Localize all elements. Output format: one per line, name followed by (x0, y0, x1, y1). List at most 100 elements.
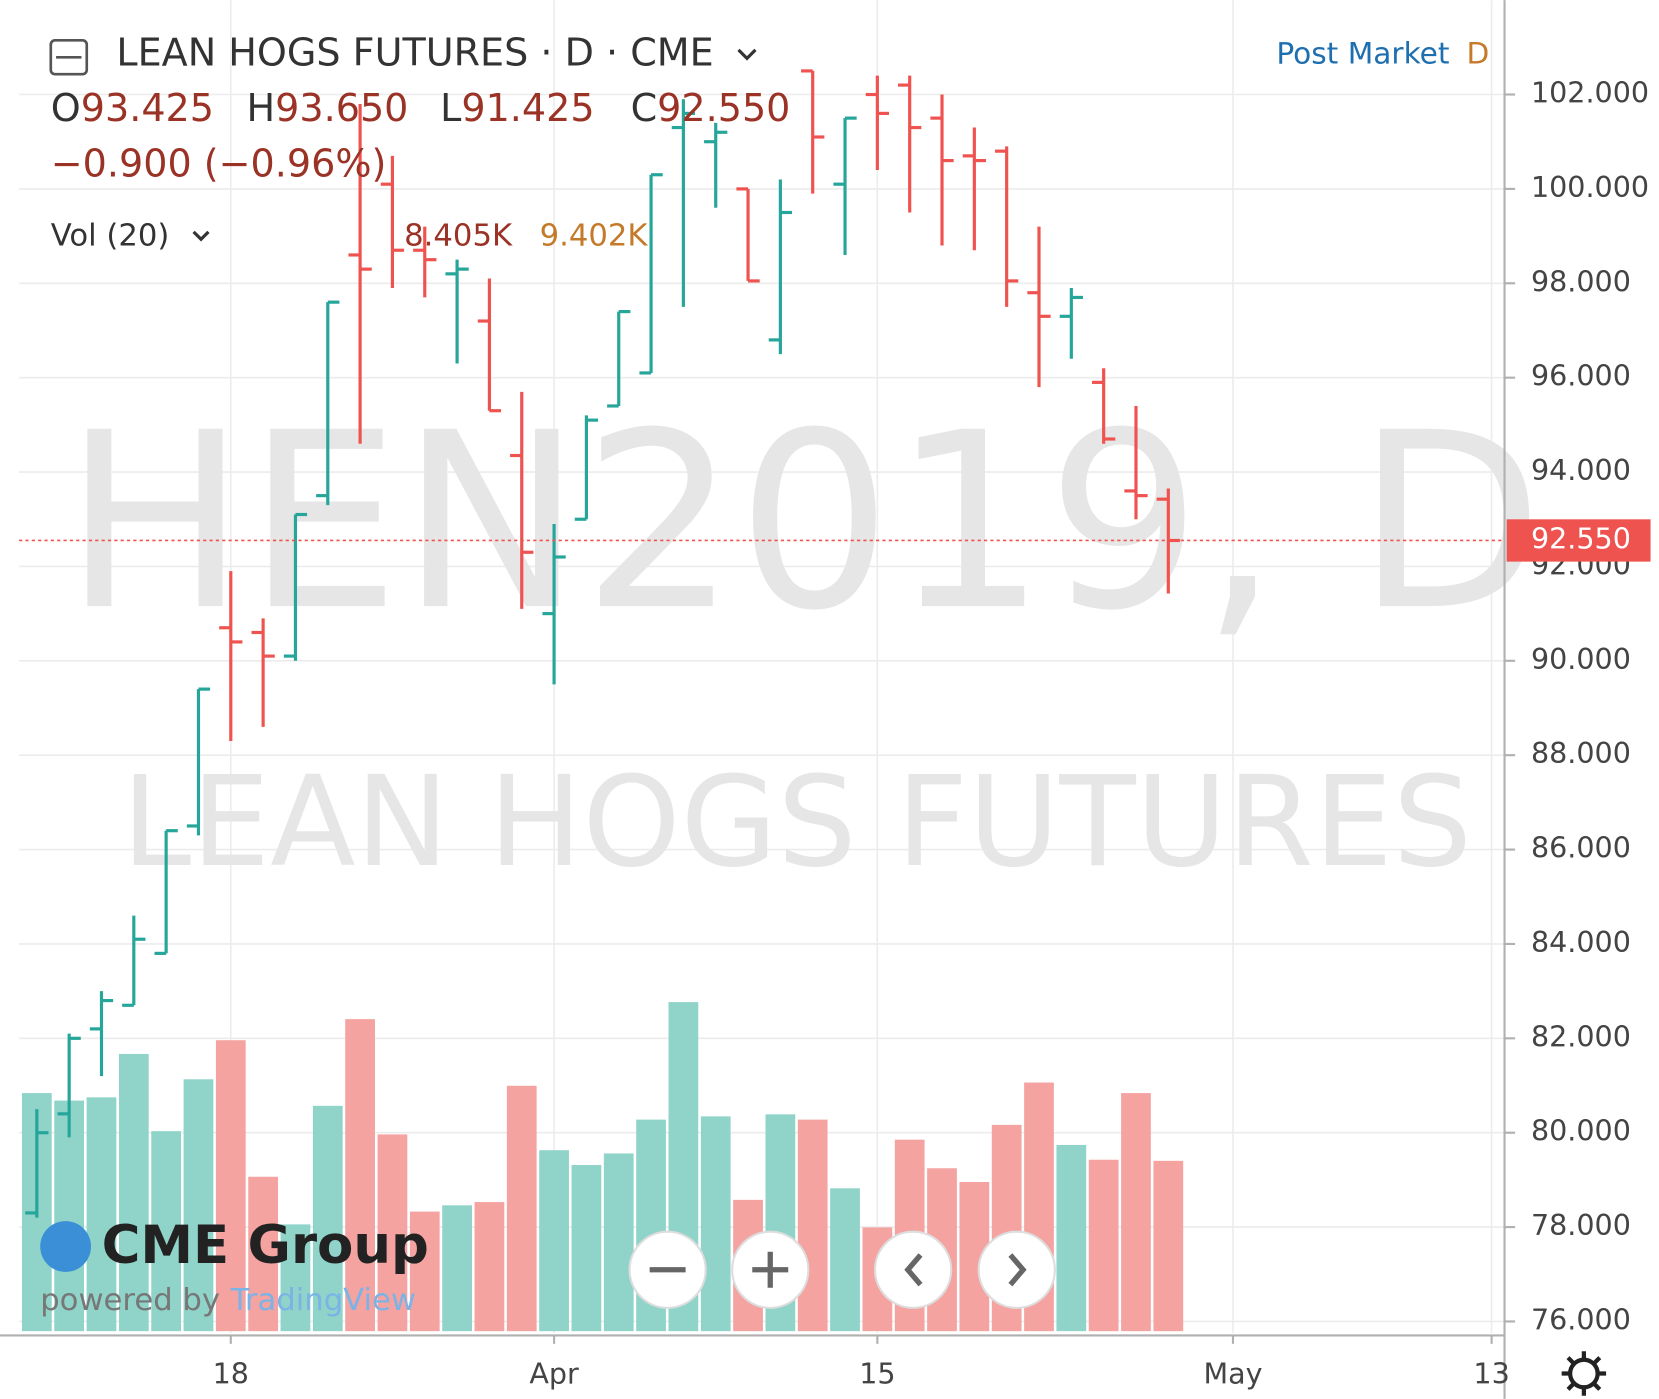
ohlc-bar (865, 75, 889, 171)
ohlc-bar (413, 226, 437, 298)
volume-bar (1121, 1093, 1151, 1332)
ohlc-item: L91.425 (440, 86, 594, 130)
volume-bar (54, 1100, 85, 1332)
ohlc-bar (25, 1109, 49, 1218)
ohlc-bar (283, 512, 308, 661)
ohlc-bar (930, 94, 954, 246)
volume-bar (377, 1134, 408, 1332)
volume-bar (474, 1202, 505, 1332)
button-circle (873, 1230, 953, 1309)
ohlc-bar (510, 391, 534, 609)
collapse-icon[interactable] (49, 39, 89, 76)
volume-bar (830, 1188, 860, 1332)
platform: TradingView (230, 1283, 416, 1318)
y-tick-label: 96.000 (1531, 359, 1631, 393)
y-tick-label: 90.000 (1531, 642, 1631, 676)
change-label: −0.900 (−0.96%) (51, 142, 387, 186)
y-tick-label: 82.000 (1531, 1019, 1631, 1053)
volume-bar (215, 1040, 246, 1332)
ohlc-bar (962, 127, 986, 251)
scroll-left-button[interactable] (873, 1230, 953, 1309)
x-tick-label: Apr (529, 1357, 579, 1391)
last-price-label: 92.550 (1531, 521, 1631, 555)
ohlc-bar (574, 415, 599, 521)
ohlc-bar (1092, 368, 1116, 444)
ohlc-bar (445, 259, 469, 364)
settings-button[interactable] (1561, 1351, 1607, 1396)
y-tick-label: 84.000 (1531, 925, 1631, 959)
ohlc-bar (122, 915, 146, 1007)
ohlc-bar (348, 103, 372, 444)
ohlc-value: 92.550 (657, 86, 790, 130)
ohlc-bar (219, 571, 243, 742)
ohlc-bar (477, 278, 502, 413)
volume-bar (1088, 1159, 1119, 1332)
ohlc-prefix: O (51, 86, 81, 130)
volume-bar (151, 1131, 182, 1332)
ohlc-bar (801, 69, 825, 194)
y-tick-label: 88.000 (1531, 736, 1631, 770)
watermark-subtitle: LEAN HOGS FUTURES (122, 750, 1472, 895)
ohlc-bar (154, 829, 178, 955)
ohlc-bar (833, 116, 857, 255)
volume-bar (603, 1153, 634, 1332)
ohlc-bar (736, 187, 760, 283)
button-circle (977, 1230, 1056, 1309)
ohlc-prefix: L (440, 86, 462, 130)
volume-bar (506, 1085, 537, 1332)
volume-ma-label: 9.402K (540, 219, 649, 254)
volume-bar (1056, 1144, 1087, 1332)
zoom-in-button[interactable] (731, 1230, 810, 1309)
ohlc-bar (704, 122, 728, 208)
volume-dropdown[interactable] (192, 230, 210, 242)
ohlc-bar (89, 991, 114, 1077)
y-tick-label: 78.000 (1531, 1208, 1631, 1242)
last-price-tag (1506, 519, 1651, 562)
x-tick-label: 15 (859, 1357, 895, 1391)
ohlc-bar (1059, 287, 1083, 359)
ohlc-prefix: H (247, 86, 276, 130)
volume-bar (118, 1053, 149, 1332)
y-tick-label: 76.000 (1531, 1302, 1631, 1336)
ohlc-bar (1124, 405, 1148, 520)
ohlc-bar (57, 1033, 81, 1138)
ohlc-bar (898, 75, 922, 213)
ohlc-bar (542, 523, 566, 685)
brand-globe (40, 1221, 91, 1272)
volume-bar (442, 1205, 472, 1332)
volume-bar (183, 1079, 214, 1332)
ohlc-bar (1027, 226, 1051, 388)
ohlc-bar (380, 155, 405, 288)
y-tick-label: 80.000 (1531, 1114, 1631, 1148)
y-tick-label: 100.000 (1531, 170, 1649, 204)
scroll-right-button[interactable] (977, 1230, 1056, 1309)
ohlc-bar (995, 146, 1019, 307)
x-tick-label: 13 (1473, 1357, 1509, 1391)
ohlc-item: O93.425 (51, 86, 214, 130)
ohlc-item: H93.650 (247, 86, 409, 130)
volume-bar (571, 1165, 602, 1332)
zoom-out-button[interactable] (628, 1230, 707, 1309)
ohlc-bar (316, 300, 340, 506)
ohlc-bar (186, 687, 211, 836)
x-tick-label: May (1203, 1357, 1262, 1391)
ohlc-bar (251, 618, 275, 727)
ohlc-value: 91.425 (461, 86, 594, 130)
powered-by: powered by (40, 1283, 220, 1318)
button-glyph (1008, 1253, 1027, 1287)
volume-bar (539, 1150, 569, 1332)
volume-bar (280, 1224, 311, 1332)
volume-label: Vol (20) (51, 219, 170, 254)
y-tick-label: 86.000 (1531, 831, 1631, 865)
button-glyph (904, 1253, 923, 1287)
ohlc-prefix: C (631, 86, 658, 130)
session-label: Post Market (1276, 37, 1449, 71)
ohlc-item: C92.550 (631, 86, 791, 130)
y-tick-label: 94.000 (1531, 453, 1631, 487)
ohlc-value: 93.650 (275, 86, 408, 130)
chart-title: LEAN HOGS FUTURES · D · CME (116, 31, 713, 75)
price-layer (19, 69, 1505, 1218)
ohlc-value: 93.425 (81, 86, 214, 130)
title-dropdown[interactable] (737, 48, 757, 61)
